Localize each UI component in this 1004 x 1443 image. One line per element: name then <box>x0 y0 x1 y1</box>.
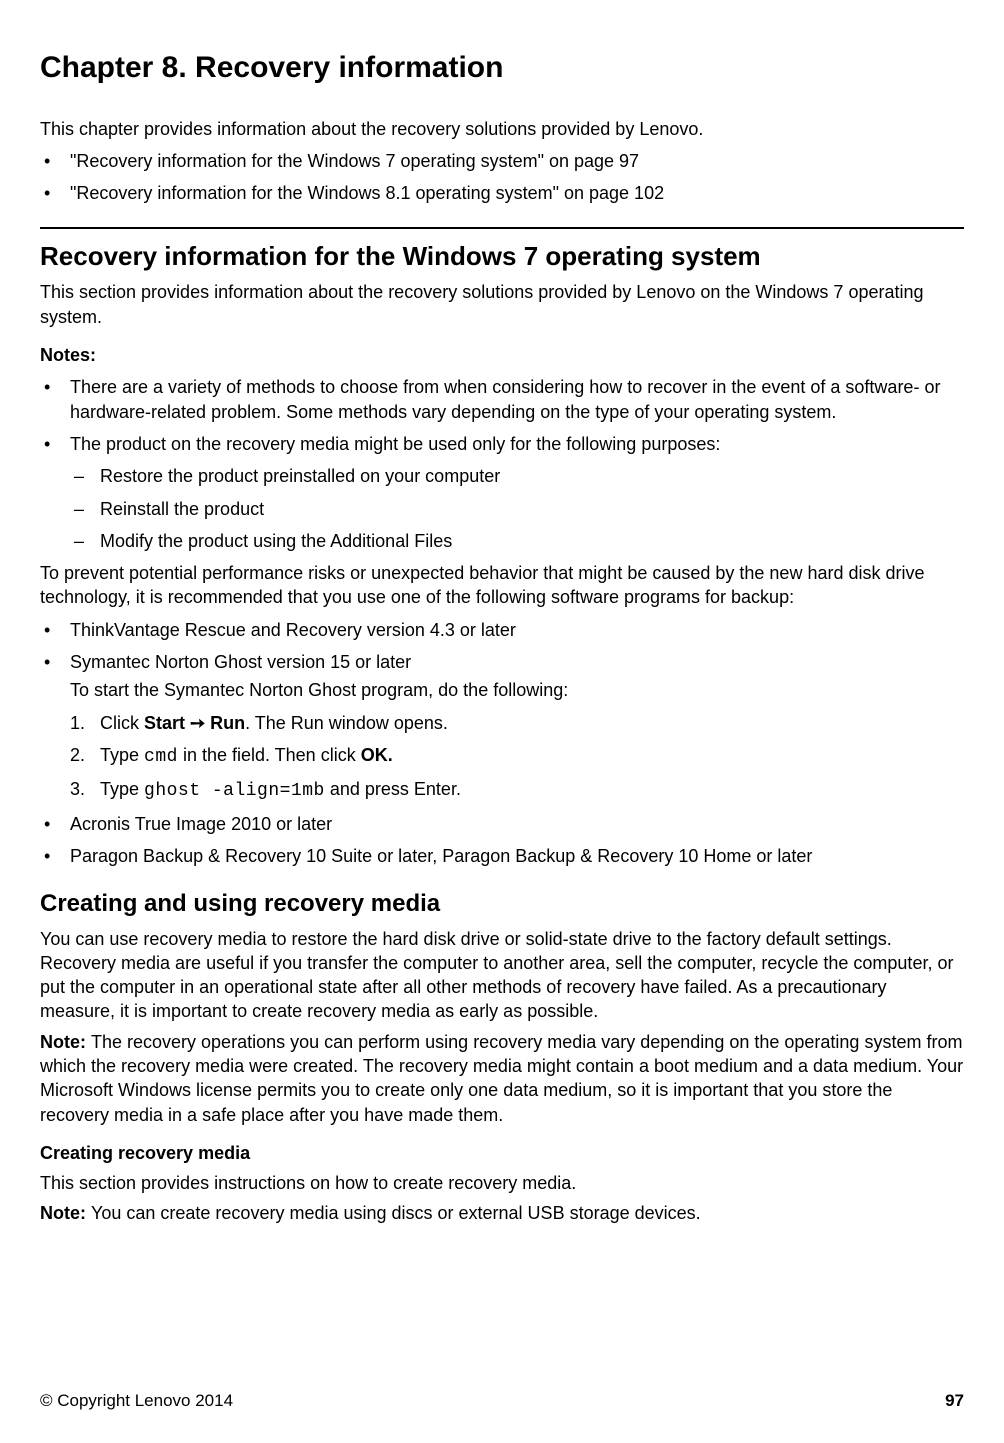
step-item: Click Start ➙ Run. The Run window opens. <box>70 711 964 735</box>
footer-page-number: 97 <box>945 1390 964 1413</box>
creating-media-heading: Creating recovery media <box>40 1141 964 1165</box>
step-text: Type <box>100 745 144 765</box>
note-label: Note: <box>40 1203 91 1223</box>
step-item: Type cmd in the field. Then click OK. <box>70 743 964 769</box>
step-text: Type <box>100 779 144 799</box>
backup-item: Acronis True Image 2010 or later <box>40 812 964 836</box>
step-bold: Start ➙ Run <box>144 713 245 733</box>
step-text: and press Enter. <box>325 779 461 799</box>
notes-label: Notes: <box>40 343 964 367</box>
intro-link-item: "Recovery information for the Windows 8.… <box>40 181 964 205</box>
page-footer: © Copyright Lenovo 2014 97 <box>40 1390 964 1413</box>
media-note: Note: The recovery operations you can pe… <box>40 1030 964 1127</box>
footer-copyright: © Copyright Lenovo 2014 <box>40 1390 233 1413</box>
media-para: You can use recovery media to restore th… <box>40 927 964 1024</box>
creating-media-note: Note: You can create recovery media usin… <box>40 1201 964 1225</box>
prevent-paragraph: To prevent potential performance risks o… <box>40 561 964 610</box>
note-item: There are a variety of methods to choose… <box>40 375 964 424</box>
intro-link-list: "Recovery information for the Windows 7 … <box>40 149 964 206</box>
note-subitem: Reinstall the product <box>70 497 964 521</box>
backup-item: Symantec Norton Ghost version 15 or late… <box>40 650 964 803</box>
chapter-intro: This chapter provides information about … <box>40 117 964 141</box>
creating-media-para: This section provides instructions on ho… <box>40 1171 964 1195</box>
backup-item: ThinkVantage Rescue and Recovery version… <box>40 618 964 642</box>
note-text: The recovery operations you can perform … <box>40 1032 963 1125</box>
note-subitem: Modify the product using the Additional … <box>70 529 964 553</box>
backup-sub-intro: To start the Symantec Norton Ghost progr… <box>70 678 964 702</box>
step-bold: OK. <box>361 745 393 765</box>
subsection-heading-media: Creating and using recovery media <box>40 888 964 920</box>
notes-list: There are a variety of methods to choose… <box>40 375 964 553</box>
chapter-title: Chapter 8. Recovery information <box>40 48 964 89</box>
backup-item: Paragon Backup & Recovery 10 Suite or la… <box>40 844 964 868</box>
note-label: Note: <box>40 1032 91 1052</box>
step-text: . The Run window opens. <box>245 713 448 733</box>
step-text: in the field. Then click <box>178 745 361 765</box>
section-intro: This section provides information about … <box>40 280 964 329</box>
step-item: Type ghost -align=1mb and press Enter. <box>70 777 964 803</box>
note-item: The product on the recovery media might … <box>40 432 964 553</box>
intro-link-item: "Recovery information for the Windows 7 … <box>40 149 964 173</box>
step-mono: ghost -align=1mb <box>144 781 325 801</box>
steps-list: Click Start ➙ Run. The Run window opens.… <box>70 711 964 804</box>
note-text: The product on the recovery media might … <box>70 434 720 454</box>
backup-text: Symantec Norton Ghost version 15 or late… <box>70 652 411 672</box>
note-sublist: Restore the product preinstalled on your… <box>70 464 964 553</box>
step-mono: cmd <box>144 747 178 767</box>
backup-list: ThinkVantage Rescue and Recovery version… <box>40 618 964 868</box>
section-heading-win7: Recovery information for the Windows 7 o… <box>40 227 964 274</box>
step-text: Click <box>100 713 144 733</box>
note-text: You can create recovery media using disc… <box>91 1203 701 1223</box>
note-subitem: Restore the product preinstalled on your… <box>70 464 964 488</box>
